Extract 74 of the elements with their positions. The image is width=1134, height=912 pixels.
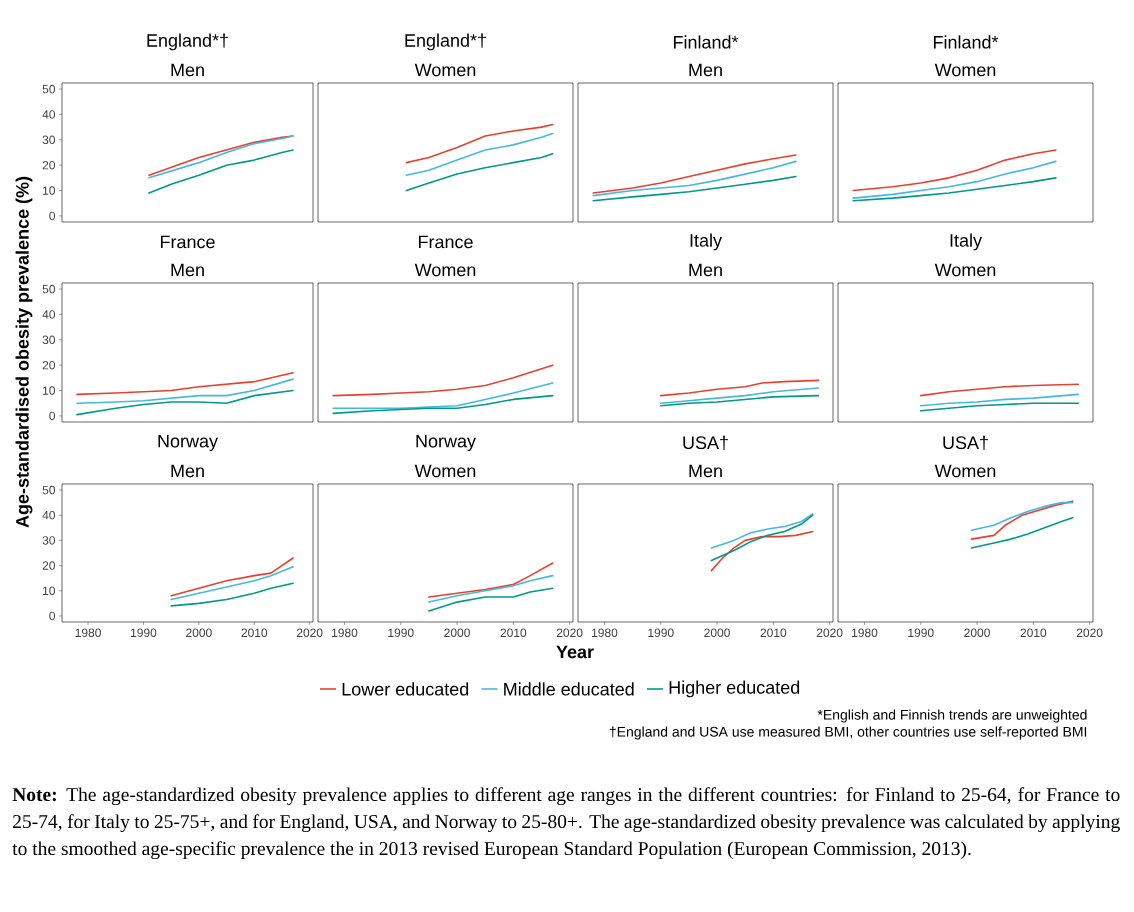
chart-subtitle: Men xyxy=(171,263,204,277)
chart-subtitle: Men xyxy=(171,464,204,478)
y-tick-label: 40 xyxy=(42,510,56,520)
legend-label: Middle educated xyxy=(504,682,634,696)
chart-subtitle: Women xyxy=(414,464,476,478)
x-tick-label: 2020 xyxy=(816,628,843,638)
x-tick-label: 2000 xyxy=(444,628,470,638)
chart-title: Italy xyxy=(690,233,722,251)
x-tick-label: 2000 xyxy=(704,628,730,638)
legend-label: Lower educated xyxy=(342,682,469,696)
chart-subtitle: Men xyxy=(171,63,204,77)
y-tick-label: 30 xyxy=(42,135,56,145)
x-tick-label: 2010 xyxy=(1020,628,1047,638)
y-tick-label: 40 xyxy=(42,110,56,119)
line-series xyxy=(76,389,294,416)
line-series xyxy=(148,149,294,194)
legend-label: Higher educated xyxy=(669,680,800,698)
y-tick-label: 40 xyxy=(42,310,56,319)
x-tick-label: 2000 xyxy=(964,628,990,638)
y-tick-label: 0 xyxy=(49,611,56,621)
y-tick-label: 10 xyxy=(43,186,56,195)
chart-subtitle: Women xyxy=(934,63,996,77)
line-series xyxy=(170,582,294,607)
x-tick-label: 2020 xyxy=(296,628,323,638)
y-tick-label: 0 xyxy=(49,211,56,221)
text: Note: The age-standardized obesity prevalence applies to different age ranges in the different countries: for Finland to 25-64, for France to 25-74, for Italy to 25-75+, and for England, USA, and Norway to 25-80+. The age-standardized obesity prevalence was calculated by applying to the smoothed age-specific prevalence the in 2013 revised European Standard Population (European Commission, 2013). xyxy=(12,787,1120,860)
x-tick-label: 1980 xyxy=(592,628,618,638)
y-tick-label: 20 xyxy=(42,160,56,170)
x-tick-label: 2010 xyxy=(241,628,268,638)
y-tick-label: 50 xyxy=(42,284,56,294)
x-tick-label: 2010 xyxy=(500,628,527,638)
chart-subtitle: Men xyxy=(689,63,722,77)
chart-title: USA† xyxy=(943,435,988,451)
x-tick-label: 1990 xyxy=(388,628,414,638)
x-tick-label: 1980 xyxy=(75,628,101,638)
y-tick-label: 30 xyxy=(42,536,56,545)
chart-title: USA† xyxy=(683,435,728,451)
x-tick-label: 1990 xyxy=(908,628,934,638)
y-tick-label: 50 xyxy=(42,84,56,94)
x-tick-label: 2020 xyxy=(1076,628,1103,638)
chart-subtitle: Women xyxy=(934,263,996,277)
line-series xyxy=(170,566,294,601)
chart-title: England*† xyxy=(147,33,228,51)
chart-subtitle: Men xyxy=(689,464,722,478)
x-tick-label: 1980 xyxy=(332,628,358,638)
x-axis-title: Year xyxy=(556,645,594,659)
x-tick-label: 2000 xyxy=(186,628,212,638)
x-tick-label: 1980 xyxy=(852,628,878,638)
chart-title: Norway xyxy=(416,434,476,452)
y-tick-label: 0 xyxy=(49,411,56,421)
y-tick-label: 20 xyxy=(42,561,56,570)
y-tick-label: 30 xyxy=(42,335,56,345)
x-tick-label: 1990 xyxy=(648,628,674,638)
text: *English and Finnish trends are unweighted xyxy=(817,709,1087,723)
chart-subtitle: Women xyxy=(414,63,476,77)
x-tick-label: 1990 xyxy=(131,628,157,638)
chart-subtitle: Men xyxy=(689,263,722,277)
x-tick-label: 2020 xyxy=(556,628,583,638)
chart-title: Finland* xyxy=(933,35,999,49)
y-tick-label: 50 xyxy=(42,485,56,495)
chart-title: England*† xyxy=(405,33,486,51)
y-tick-label: 10 xyxy=(43,586,56,595)
x-tick-label: 2010 xyxy=(760,628,787,638)
chart-subtitle: Women xyxy=(934,464,996,478)
chart-title: France xyxy=(160,235,215,249)
y-axis-title: Age-standardised obesity prevalence (%) xyxy=(15,176,33,528)
chart-title: Finland* xyxy=(673,35,739,49)
chart-title: France xyxy=(418,235,473,249)
y-tick-label: 10 xyxy=(43,386,56,395)
chart-subtitle: Women xyxy=(414,263,476,277)
y-tick-label: 20 xyxy=(42,360,56,370)
chart-title: Italy xyxy=(950,233,982,251)
chart-title: Norway xyxy=(158,434,218,452)
text: †England and USA use measured BMI, other countries use self-reported BMI xyxy=(609,726,1087,740)
